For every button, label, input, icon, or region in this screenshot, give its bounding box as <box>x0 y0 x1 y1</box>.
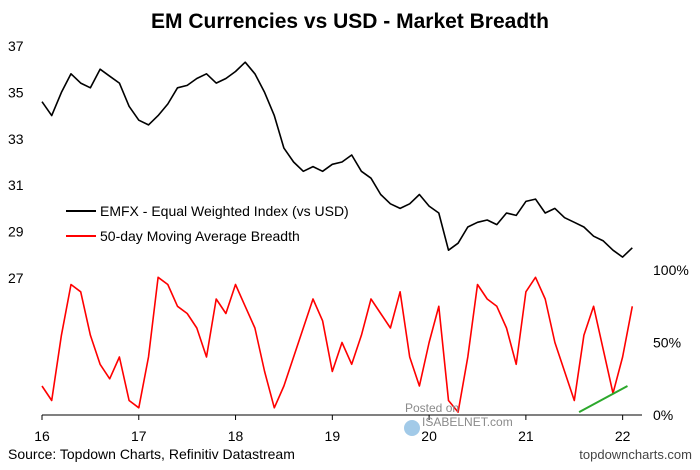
right-axis-ticks: 100% 50% 0% <box>653 262 689 423</box>
left-tick-label: 31 <box>8 177 24 193</box>
breadth-line <box>41 276 634 413</box>
right-tick-label: 100% <box>653 262 689 278</box>
left-tick-label: 33 <box>8 131 24 147</box>
x-tick-label: 19 <box>325 428 341 444</box>
left-tick-label: 37 <box>8 38 24 54</box>
legend-label-emfx: EMFX - Equal Weighted Index (vs USD) <box>100 203 349 219</box>
x-tick-label: 20 <box>421 428 437 444</box>
left-tick-label: 35 <box>8 84 24 100</box>
emfx-index-line <box>41 61 633 258</box>
credit-note: topdowncharts.com <box>579 447 692 462</box>
x-axis-ticks: 16 17 18 19 20 21 22 <box>34 415 631 444</box>
source-note: Source: Topdown Charts, Refinitiv Datast… <box>8 446 295 462</box>
watermark-brand: ISABELNET.com <box>422 415 513 429</box>
chart-title: EM Currencies vs USD - Market Breadth <box>151 10 549 33</box>
right-tick-label: 50% <box>653 335 681 351</box>
legend: EMFX - Equal Weighted Index (vs USD) 50-… <box>66 203 349 244</box>
x-tick-label: 16 <box>34 428 50 444</box>
x-tick-label: 17 <box>131 428 147 444</box>
watermark-posted-on: Posted on <box>405 401 459 415</box>
right-tick-label: 0% <box>653 407 673 423</box>
series-layer <box>41 61 634 413</box>
x-tick-label: 21 <box>518 428 534 444</box>
breadth-trendline <box>578 385 628 413</box>
left-axis-ticks: 37 35 33 31 29 27 <box>8 38 24 286</box>
left-tick-label: 27 <box>8 270 24 286</box>
left-tick-label: 29 <box>8 224 24 240</box>
watermark: Posted on ISABELNET.com <box>404 401 513 436</box>
watermark-logo-icon <box>404 420 420 436</box>
legend-label-breadth: 50-day Moving Average Breadth <box>100 228 300 244</box>
x-tick-label: 18 <box>228 428 244 444</box>
x-tick-label: 22 <box>615 428 631 444</box>
